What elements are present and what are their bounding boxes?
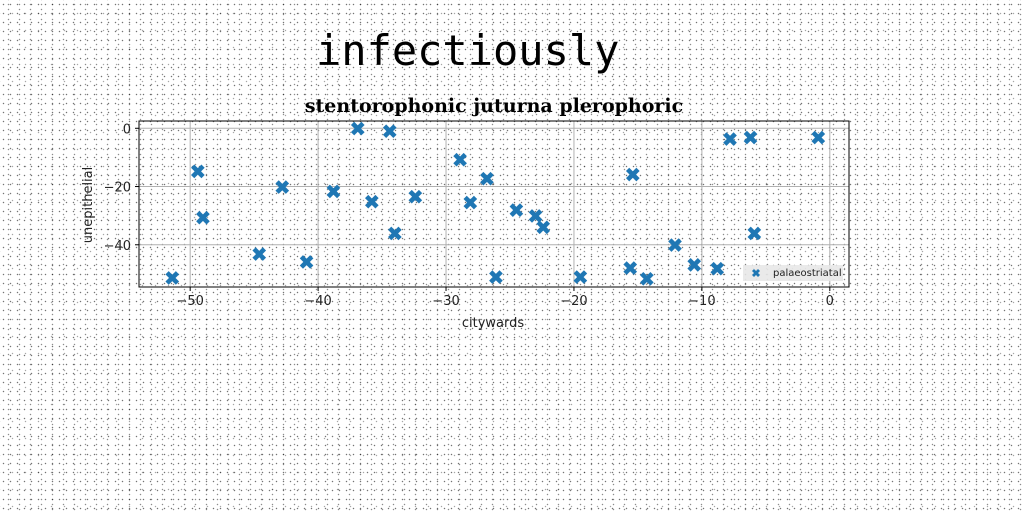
data-point bbox=[408, 189, 423, 204]
x-tick-label: −20 bbox=[560, 294, 587, 309]
data-point bbox=[710, 261, 725, 276]
axis-ticks: −50 −40 −30 −20 −10 0 0 −20 −40 bbox=[104, 122, 834, 309]
legend: palaeostriatal bbox=[743, 265, 843, 281]
data-point bbox=[489, 270, 503, 284]
grid-lines bbox=[139, 121, 849, 287]
data-point bbox=[196, 210, 210, 225]
y-tick-label: −40 bbox=[104, 239, 131, 254]
chart-title: stentorophonic juturna plerophoric bbox=[305, 95, 683, 117]
data-point bbox=[687, 258, 702, 272]
y-tick-label: −20 bbox=[104, 181, 131, 196]
data-point bbox=[640, 272, 654, 286]
data-point bbox=[723, 132, 737, 146]
data-point bbox=[463, 195, 478, 210]
x-tick-label: −40 bbox=[304, 294, 331, 309]
x-tick-label: −30 bbox=[432, 294, 459, 309]
data-point bbox=[365, 194, 379, 209]
y-tick-label: 0 bbox=[123, 122, 131, 137]
data-point bbox=[573, 270, 588, 284]
data-point bbox=[191, 164, 205, 179]
legend-marker-glyph bbox=[752, 269, 760, 277]
page-title: infectiously bbox=[316, 26, 620, 75]
data-point bbox=[480, 171, 494, 186]
data-point bbox=[668, 238, 682, 252]
x-tick-label: −10 bbox=[688, 294, 715, 309]
data-point bbox=[509, 203, 524, 217]
legend-label: palaeostriatal bbox=[773, 268, 842, 279]
data-point bbox=[811, 130, 826, 145]
data-point bbox=[747, 226, 762, 241]
data-point bbox=[350, 121, 365, 136]
data-point bbox=[743, 130, 758, 145]
data-point bbox=[528, 209, 543, 223]
data-point bbox=[623, 261, 638, 275]
data-point bbox=[252, 247, 267, 261]
data-points bbox=[165, 121, 826, 286]
x-tick-label: −50 bbox=[176, 294, 203, 309]
legend-box bbox=[743, 265, 843, 281]
data-point bbox=[625, 167, 640, 182]
data-point bbox=[299, 255, 314, 269]
legend-marker bbox=[752, 269, 760, 277]
data-point bbox=[165, 271, 180, 285]
data-point bbox=[326, 184, 341, 199]
data-point bbox=[453, 152, 467, 167]
data-point bbox=[275, 180, 290, 194]
data-point bbox=[536, 220, 551, 235]
x-tick-label: 0 bbox=[826, 294, 834, 309]
y-axis-label: unepithelial bbox=[81, 167, 96, 243]
data-point bbox=[388, 226, 402, 241]
data-point bbox=[382, 124, 397, 139]
plot-frame bbox=[138, 120, 850, 288]
x-axis-label: citywards bbox=[462, 316, 525, 331]
